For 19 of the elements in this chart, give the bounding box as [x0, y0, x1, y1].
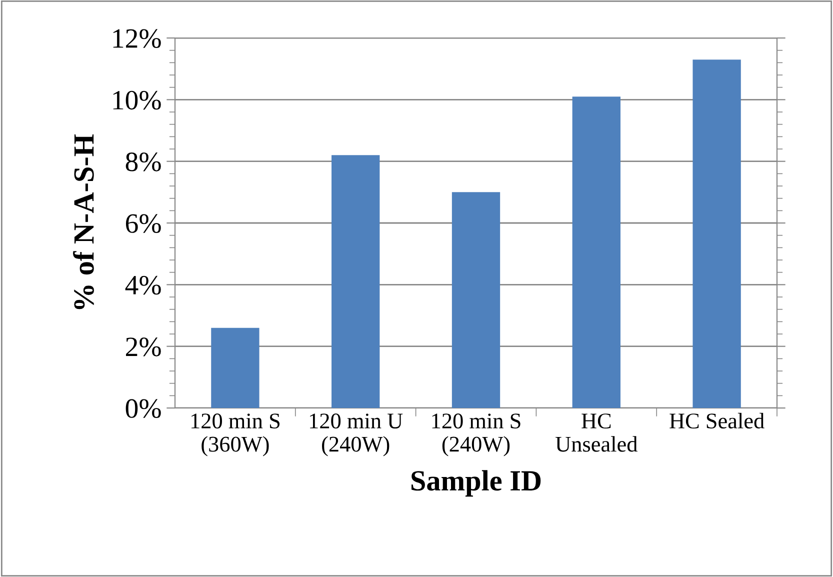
x-axis-title: Sample ID — [412, 470, 541, 497]
y-axis-title: % of N-A-S-H — [73, 134, 94, 310]
y-tick-label: 10% — [113, 90, 161, 110]
x-tick-label: 120 min S (360W) — [191, 414, 280, 456]
x-tick-label: 120 min S (240W) — [432, 414, 520, 456]
x-tick-label: HC Sealed — [670, 412, 764, 428]
y-tick-label: 4% — [125, 276, 161, 295]
bar — [211, 328, 260, 408]
y-tick-label: 12% — [113, 29, 161, 48]
bar — [332, 155, 380, 408]
y-tick-label: 0% — [126, 399, 161, 418]
y-tick-label: 2% — [126, 338, 161, 356]
y-tick-label: 8% — [126, 152, 161, 172]
bar — [452, 192, 500, 408]
bar — [572, 96, 620, 408]
x-tick-label: HC Unsealed — [556, 414, 638, 452]
x-tick-label: 120 min U (240W) — [310, 414, 403, 456]
bar — [692, 60, 741, 408]
y-tick-label: 6% — [126, 214, 161, 233]
